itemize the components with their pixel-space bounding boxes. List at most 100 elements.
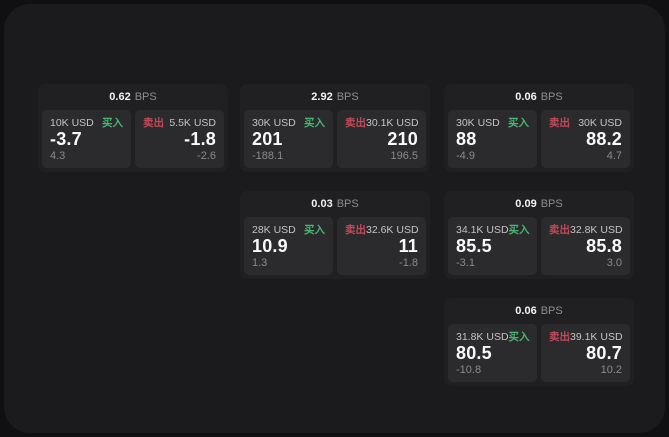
sell-side-label: 卖出: [549, 224, 570, 236]
buy-notional: 28K USD: [252, 224, 296, 236]
buy-pane[interactable]: 30K USD 买入 88 -4.9: [448, 110, 537, 168]
bps-unit-label: BPS: [540, 198, 563, 210]
bps-value: 0.06: [515, 305, 537, 317]
quote-panes: 30K USD 买入 201 -188.1 卖出 30.1K USD 210 1…: [244, 110, 426, 168]
buy-side-label: 买入: [304, 117, 325, 129]
card-header: 0.62 BPS: [42, 88, 224, 106]
quote-card[interactable]: 2.92 BPS 30K USD 买入 201 -188.1 卖出 30.1K …: [240, 84, 430, 172]
buy-price: 80.5: [456, 343, 492, 363]
quote-card[interactable]: 0.62 BPS 10K USD 买入 -3.7 4.3 卖出 5.5K USD…: [38, 84, 228, 172]
sell-price: -1.8: [184, 129, 216, 149]
buy-price: 85.5: [456, 236, 492, 256]
quote-panes: 28K USD 买入 10.9 1.3 卖出 32.6K USD 11 -1.8: [244, 217, 426, 275]
sell-side-label: 卖出: [345, 117, 366, 129]
card-header: 0.06 BPS: [448, 302, 630, 320]
buy-pane-header: 30K USD 买入: [456, 117, 529, 129]
sell-side-label: 卖出: [549, 117, 570, 129]
bps-unit-label: BPS: [540, 305, 563, 317]
sell-pane[interactable]: 卖出 39.1K USD 80.7 10.2: [541, 324, 630, 382]
buy-delta: -10.8: [456, 364, 482, 376]
sell-pane-header: 卖出 32.6K USD: [345, 224, 419, 236]
buy-notional: 31.8K USD: [456, 331, 509, 343]
sell-price: 210: [387, 129, 418, 149]
quote-card[interactable]: 0.06 BPS 31.8K USD 买入 80.5 -10.8 卖出 39.1…: [444, 298, 634, 386]
sell-pane[interactable]: 卖出 5.5K USD -1.8 -2.6: [135, 110, 224, 168]
quote-panes: 10K USD 买入 -3.7 4.3 卖出 5.5K USD -1.8 -2.…: [42, 110, 224, 168]
buy-delta: 1.3: [252, 257, 268, 269]
buy-notional: 30K USD: [252, 117, 296, 129]
buy-pane[interactable]: 28K USD 买入 10.9 1.3: [244, 217, 333, 275]
buy-side-label: 买入: [304, 224, 325, 236]
sell-notional: 30.1K USD: [366, 117, 419, 129]
sell-pane-header: 卖出 30K USD: [549, 117, 622, 129]
sell-pane[interactable]: 卖出 30K USD 88.2 4.7: [541, 110, 630, 168]
sell-pane-header: 卖出 39.1K USD: [549, 331, 623, 343]
sell-side-label: 卖出: [345, 224, 366, 236]
buy-pane[interactable]: 34.1K USD 买入 85.5 -3.1: [448, 217, 537, 275]
sell-pane[interactable]: 卖出 32.6K USD 11 -1.8: [337, 217, 426, 275]
card-header: 0.06 BPS: [448, 88, 630, 106]
sell-price: 88.2: [586, 129, 622, 149]
quotes-dashboard-panel: 0.62 BPS 10K USD 买入 -3.7 4.3 卖出 5.5K USD…: [4, 4, 665, 433]
bps-unit-label: BPS: [134, 91, 157, 103]
bps-unit-label: BPS: [336, 91, 359, 103]
bps-value: 0.06: [515, 91, 537, 103]
sell-price: 11: [398, 236, 418, 256]
sell-price: 80.7: [586, 343, 622, 363]
buy-price: -3.7: [50, 129, 82, 149]
buy-notional: 30K USD: [456, 117, 500, 129]
buy-side-label: 买入: [102, 117, 123, 129]
sell-notional: 5.5K USD: [169, 117, 216, 129]
sell-pane[interactable]: 卖出 30.1K USD 210 196.5: [337, 110, 426, 168]
sell-pane-header: 卖出 32.8K USD: [549, 224, 623, 236]
quote-card[interactable]: 0.03 BPS 28K USD 买入 10.9 1.3 卖出 32.6K US…: [240, 191, 430, 279]
bps-unit-label: BPS: [540, 91, 563, 103]
sell-notional: 32.6K USD: [366, 224, 419, 236]
sell-side-label: 卖出: [143, 117, 164, 129]
buy-pane[interactable]: 10K USD 买入 -3.7 4.3: [42, 110, 131, 168]
buy-pane-header: 28K USD 买入: [252, 224, 325, 236]
buy-side-label: 买入: [508, 331, 530, 343]
sell-delta: 3.0: [606, 257, 622, 269]
sell-pane-header: 卖出 5.5K USD: [143, 117, 216, 129]
buy-price: 10.9: [252, 236, 288, 256]
quote-panes: 34.1K USD 买入 85.5 -3.1 卖出 32.8K USD 85.8…: [448, 217, 630, 275]
buy-pane[interactable]: 30K USD 买入 201 -188.1: [244, 110, 333, 168]
bps-value: 2.92: [311, 91, 333, 103]
sell-delta: 4.7: [606, 150, 622, 162]
bps-value: 0.09: [515, 198, 537, 210]
sell-delta: 196.5: [390, 150, 418, 162]
sell-pane[interactable]: 卖出 32.8K USD 85.8 3.0: [541, 217, 630, 275]
sell-price: 85.8: [586, 236, 622, 256]
quote-panes: 31.8K USD 买入 80.5 -10.8 卖出 39.1K USD 80.…: [448, 324, 630, 382]
buy-pane-header: 31.8K USD 买入: [456, 331, 530, 343]
buy-pane[interactable]: 31.8K USD 买入 80.5 -10.8: [448, 324, 537, 382]
card-header: 2.92 BPS: [244, 88, 426, 106]
buy-notional: 34.1K USD: [456, 224, 509, 236]
buy-notional: 10K USD: [50, 117, 94, 129]
buy-pane-header: 30K USD 买入: [252, 117, 325, 129]
buy-delta: 4.3: [50, 150, 66, 162]
bps-value: 0.03: [311, 198, 333, 210]
buy-pane-header: 10K USD 买入: [50, 117, 123, 129]
buy-side-label: 买入: [508, 117, 529, 129]
buy-delta: -3.1: [456, 257, 475, 269]
buy-side-label: 买入: [508, 224, 530, 236]
sell-delta: 10.2: [600, 364, 622, 376]
sell-notional: 32.8K USD: [570, 224, 623, 236]
quote-card[interactable]: 0.09 BPS 34.1K USD 买入 85.5 -3.1 卖出 32.8K…: [444, 191, 634, 279]
sell-delta: -1.8: [399, 257, 418, 269]
buy-delta: -4.9: [456, 150, 475, 162]
buy-pane-header: 34.1K USD 买入: [456, 224, 530, 236]
quote-panes: 30K USD 买入 88 -4.9 卖出 30K USD 88.2 4.7: [448, 110, 630, 168]
sell-side-label: 卖出: [549, 331, 570, 343]
bps-value: 0.62: [109, 91, 131, 103]
buy-price: 201: [252, 129, 283, 149]
sell-pane-header: 卖出 30.1K USD: [345, 117, 419, 129]
bps-unit-label: BPS: [336, 198, 359, 210]
buy-delta: -188.1: [252, 150, 284, 162]
quote-card[interactable]: 0.06 BPS 30K USD 买入 88 -4.9 卖出 30K USD 8…: [444, 84, 634, 172]
buy-price: 88: [456, 129, 477, 149]
sell-notional: 30K USD: [578, 117, 622, 129]
